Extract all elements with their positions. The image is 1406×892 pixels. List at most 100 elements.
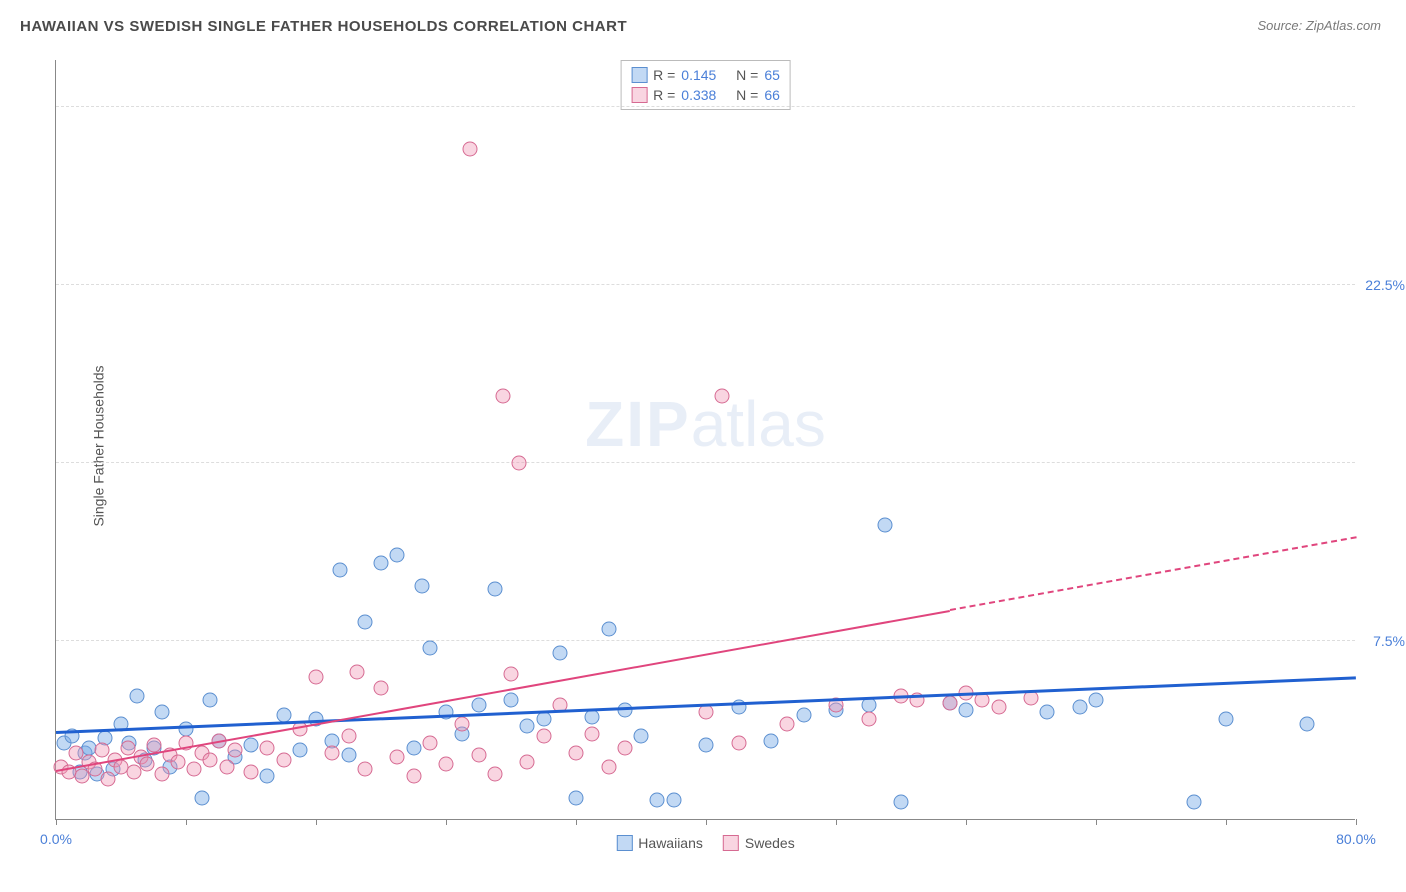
legend-series-label: Hawaiians <box>638 835 703 851</box>
data-point <box>666 793 681 808</box>
data-point <box>504 693 519 708</box>
data-point <box>764 733 779 748</box>
legend-series-label: Swedes <box>745 835 795 851</box>
legend-row: R =0.145 N =65 <box>631 65 780 85</box>
legend-swatch <box>616 835 632 851</box>
data-point <box>390 548 405 563</box>
data-point <box>1219 712 1234 727</box>
data-point <box>1040 705 1055 720</box>
data-point <box>617 740 632 755</box>
data-point <box>487 766 502 781</box>
chart-container: HAWAIIAN VS SWEDISH SINGLE FATHER HOUSEH… <box>0 0 1406 892</box>
x-tick <box>56 819 57 825</box>
legend-row: R = 0.338 N = 66 <box>631 85 780 105</box>
y-tick-label: 22.5% <box>1360 277 1405 293</box>
legend-n-label: N = <box>736 67 758 83</box>
data-point <box>861 698 876 713</box>
data-point <box>942 695 957 710</box>
x-tick <box>186 819 187 825</box>
data-point <box>260 769 275 784</box>
data-point <box>203 693 218 708</box>
data-point <box>244 738 259 753</box>
data-point <box>333 562 348 577</box>
data-point <box>406 740 421 755</box>
data-point <box>260 740 275 755</box>
data-point <box>495 389 510 404</box>
x-tick <box>1226 819 1227 825</box>
data-point <box>154 766 169 781</box>
data-point <box>439 757 454 772</box>
x-tick <box>446 819 447 825</box>
data-point <box>414 579 429 594</box>
data-point <box>374 555 389 570</box>
legend-series: Hawaiians Swedes <box>616 835 794 851</box>
gridline <box>56 284 1355 285</box>
data-point <box>536 728 551 743</box>
data-point <box>244 764 259 779</box>
data-point <box>731 736 746 751</box>
x-tick-label: 0.0% <box>40 831 72 847</box>
legend-n-label: N = <box>736 87 758 103</box>
data-point <box>349 664 364 679</box>
gridline <box>56 462 1355 463</box>
trend-line <box>950 537 1357 612</box>
data-point <box>715 389 730 404</box>
data-point <box>357 762 372 777</box>
data-point <box>512 455 527 470</box>
legend-r-value: 0.338 <box>681 87 716 103</box>
legend-series-item: Swedes <box>723 835 795 851</box>
legend-n-value: 66 <box>764 87 780 103</box>
x-tick <box>836 819 837 825</box>
x-tick <box>1356 819 1357 825</box>
legend-series-item: Hawaiians <box>616 835 703 851</box>
plot-area: ZIPatlas R =0.145 N =65R =0.338 N =66 Ha… <box>55 60 1355 820</box>
data-point <box>463 142 478 157</box>
source-credit: Source: ZipAtlas.com <box>1257 18 1381 33</box>
gridline <box>56 640 1355 641</box>
legend-r-label: R = <box>653 67 675 83</box>
data-point <box>276 707 291 722</box>
data-point <box>569 790 584 805</box>
trend-line <box>56 676 1356 733</box>
data-point <box>219 759 234 774</box>
data-point <box>504 667 519 682</box>
data-point <box>390 750 405 765</box>
data-point <box>601 622 616 637</box>
data-point <box>357 614 372 629</box>
data-point <box>536 712 551 727</box>
data-point <box>422 641 437 656</box>
legend-swatch <box>723 835 739 851</box>
data-point <box>195 790 210 805</box>
x-tick <box>316 819 317 825</box>
data-point <box>552 645 567 660</box>
data-point <box>187 762 202 777</box>
data-point <box>1186 795 1201 810</box>
data-point <box>585 709 600 724</box>
data-point <box>877 517 892 532</box>
trend-line <box>56 610 950 772</box>
data-point <box>861 712 876 727</box>
data-point <box>975 693 990 708</box>
data-point <box>780 717 795 732</box>
x-tick <box>706 819 707 825</box>
data-point <box>487 581 502 596</box>
data-point <box>796 707 811 722</box>
data-point <box>130 688 145 703</box>
x-tick <box>1096 819 1097 825</box>
data-point <box>341 747 356 762</box>
data-point <box>471 747 486 762</box>
data-point <box>634 728 649 743</box>
data-point <box>325 745 340 760</box>
x-tick <box>966 819 967 825</box>
legend-r-label: R = <box>653 87 675 103</box>
watermark: ZIPatlas <box>585 387 826 461</box>
legend-r-value: 0.145 <box>681 67 716 83</box>
data-point <box>374 681 389 696</box>
watermark-atlas: atlas <box>691 388 826 460</box>
data-point <box>292 743 307 758</box>
data-point <box>1089 693 1104 708</box>
data-point <box>140 757 155 772</box>
data-point <box>959 702 974 717</box>
data-point <box>1072 700 1087 715</box>
legend-swatch <box>631 87 647 103</box>
